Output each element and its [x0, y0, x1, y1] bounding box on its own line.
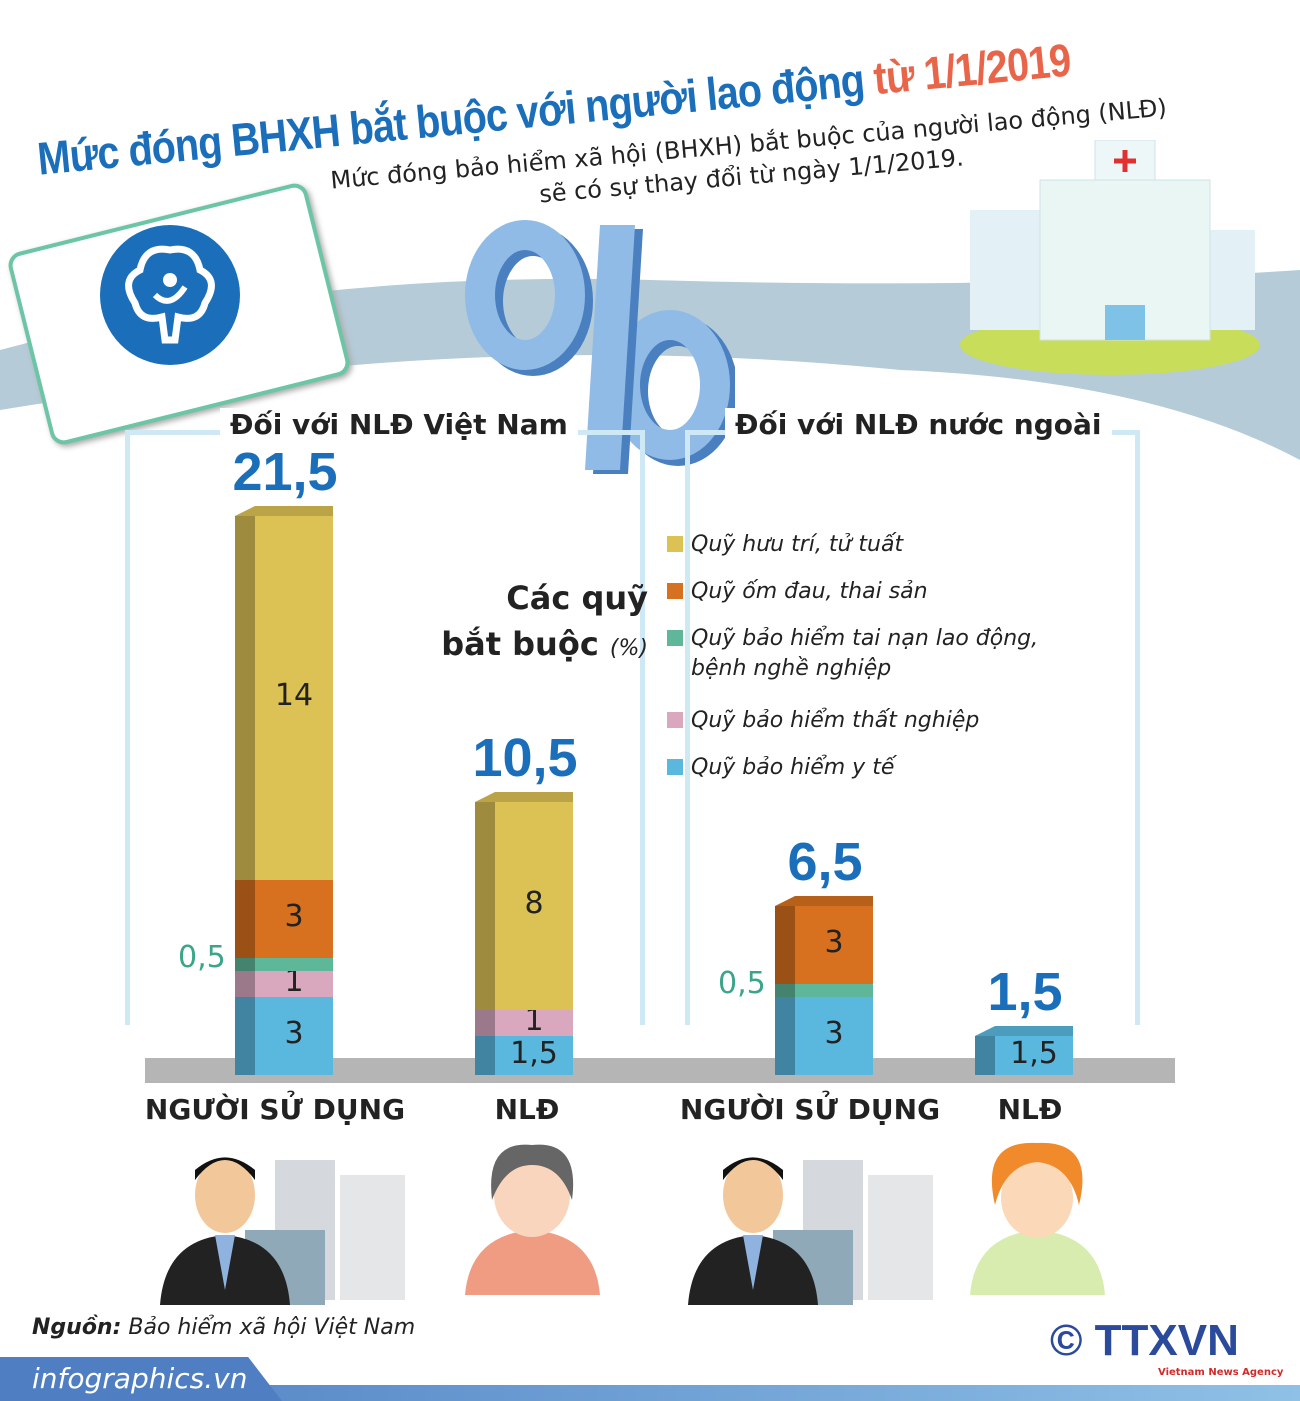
hospital-icon: [960, 140, 1260, 375]
bar-segment-side: [775, 997, 795, 1075]
legend-label: Quỹ bảo hiểm thất nghiệp: [691, 708, 980, 733]
worker-person-icon: [970, 1142, 1105, 1295]
bar-segment: [255, 971, 333, 997]
segment-label: 0,5: [178, 940, 226, 975]
bar-segment-side: [235, 958, 255, 971]
legend-swatch: [667, 759, 683, 775]
bar-segment-side: [235, 880, 255, 958]
bar-segment-side: [775, 984, 795, 997]
bar-segment-side: [475, 802, 495, 1010]
employer-person-icon: [160, 1157, 405, 1305]
source-label: Nguồn:: [32, 1315, 122, 1340]
segment-label: 1: [524, 1003, 544, 1038]
employer-person-icon: [688, 1157, 933, 1305]
bar-top: [475, 792, 573, 802]
bar-segment-side: [235, 516, 255, 880]
legend-item: Quỹ hưu trí, tử tuất: [667, 530, 903, 560]
ttxvn-logo: © TTXVN: [1050, 1318, 1239, 1364]
bar-segment: [495, 1036, 573, 1075]
category-label: NLĐ: [494, 1093, 560, 1126]
brand-subtitle: Vietnam News Agency: [1158, 1367, 1284, 1378]
legend-unit: (%): [609, 636, 648, 661]
bar-segment: [495, 802, 573, 1010]
bar-segment: [495, 1010, 573, 1036]
bar-total-label: 1,5: [987, 962, 1063, 1022]
segment-label: 3: [284, 1016, 304, 1051]
bar-top: [235, 506, 333, 516]
legend-label: Quỹ hưu trí, tử tuất: [691, 532, 904, 557]
vss-logo-icon: [100, 225, 240, 365]
bar-total-label: 21,5: [232, 442, 338, 502]
legend-swatch: [667, 536, 683, 552]
bar-top: [775, 896, 873, 906]
category-label: NGƯỜI SỬ DỤNG: [144, 1093, 406, 1126]
category-label: NLĐ: [997, 1093, 1063, 1126]
source-note: Nguồn: Bảo hiểm xã hội Việt Nam: [32, 1315, 415, 1340]
group-title: Đối với NLĐ Việt Nam: [220, 408, 578, 441]
legend-item: Quỹ bảo hiểm y tế: [667, 753, 894, 783]
legend-title: Các quỹ bắt buộc (%): [430, 575, 648, 672]
legend-item: Quỹ bảo hiểm tai nạn lao động, bệnh nghề …: [667, 624, 1038, 684]
bar-segment: [255, 880, 333, 958]
bar-segment: [255, 958, 333, 971]
segment-label: 3: [824, 1016, 844, 1051]
segment-label: 1: [284, 964, 304, 999]
legend-swatch: [667, 712, 683, 728]
bar-segment: [795, 984, 873, 997]
group-title: Đối với NLĐ nước ngoài: [725, 408, 1112, 441]
segment-label: 1,5: [510, 1035, 558, 1071]
segment-label: 3: [284, 899, 304, 934]
bar-total-label: 6,5: [787, 832, 863, 892]
segment-label: 14: [274, 678, 314, 713]
bar-segment-side: [475, 1010, 495, 1036]
bar-segment-side: [775, 906, 795, 984]
bar-segment: [255, 516, 333, 880]
legend-title-line: Các quỹ: [506, 579, 648, 617]
footer-bar: [0, 1385, 1300, 1401]
bar-top: [975, 1026, 1073, 1036]
bar-segment-side: [235, 971, 255, 997]
segment-label: 3: [824, 925, 844, 960]
segment-label: 0,5: [718, 966, 766, 1001]
legend-swatch: [667, 583, 683, 599]
bar-segment-side: [475, 1036, 495, 1075]
title-date: từ 1/1/2019: [871, 33, 1073, 105]
bar-segment: [255, 997, 333, 1075]
segment-label: 1,5: [1010, 1035, 1058, 1071]
legend-label: Quỹ ốm đau, thai sản: [691, 579, 928, 604]
bar-segment-side: [235, 997, 255, 1075]
worker-person-icon: [465, 1144, 600, 1295]
bar-segment: [795, 906, 873, 984]
segment-label: 8: [524, 886, 544, 921]
legend-title-line: bắt buộc: [441, 625, 599, 663]
source-text: Bảo hiểm xã hội Việt Nam: [128, 1315, 416, 1340]
legend-item: Quỹ bảo hiểm thất nghiệp: [667, 706, 979, 736]
bar-segment: [995, 1036, 1073, 1075]
brand-name: TTXVN: [1094, 1316, 1239, 1365]
bar-total-label: 10,5: [472, 728, 578, 788]
legend-item: Quỹ ốm đau, thai sản: [667, 577, 928, 607]
bar-segment: [795, 997, 873, 1075]
percent-icon: [465, 220, 735, 474]
site-link[interactable]: infographics.vn: [0, 1357, 282, 1401]
legend-swatch: [667, 630, 683, 646]
category-label: NGƯỜI SỬ DỤNG: [679, 1093, 941, 1126]
legend-label: bệnh nghề nghiệp: [691, 656, 892, 681]
bar-segment-side: [975, 1036, 995, 1075]
copyright-icon: ©: [1050, 1316, 1083, 1365]
legend-label: Quỹ bảo hiểm y tế: [691, 755, 895, 780]
legend-label: Quỹ bảo hiểm tai nạn lao động,: [691, 626, 1039, 651]
